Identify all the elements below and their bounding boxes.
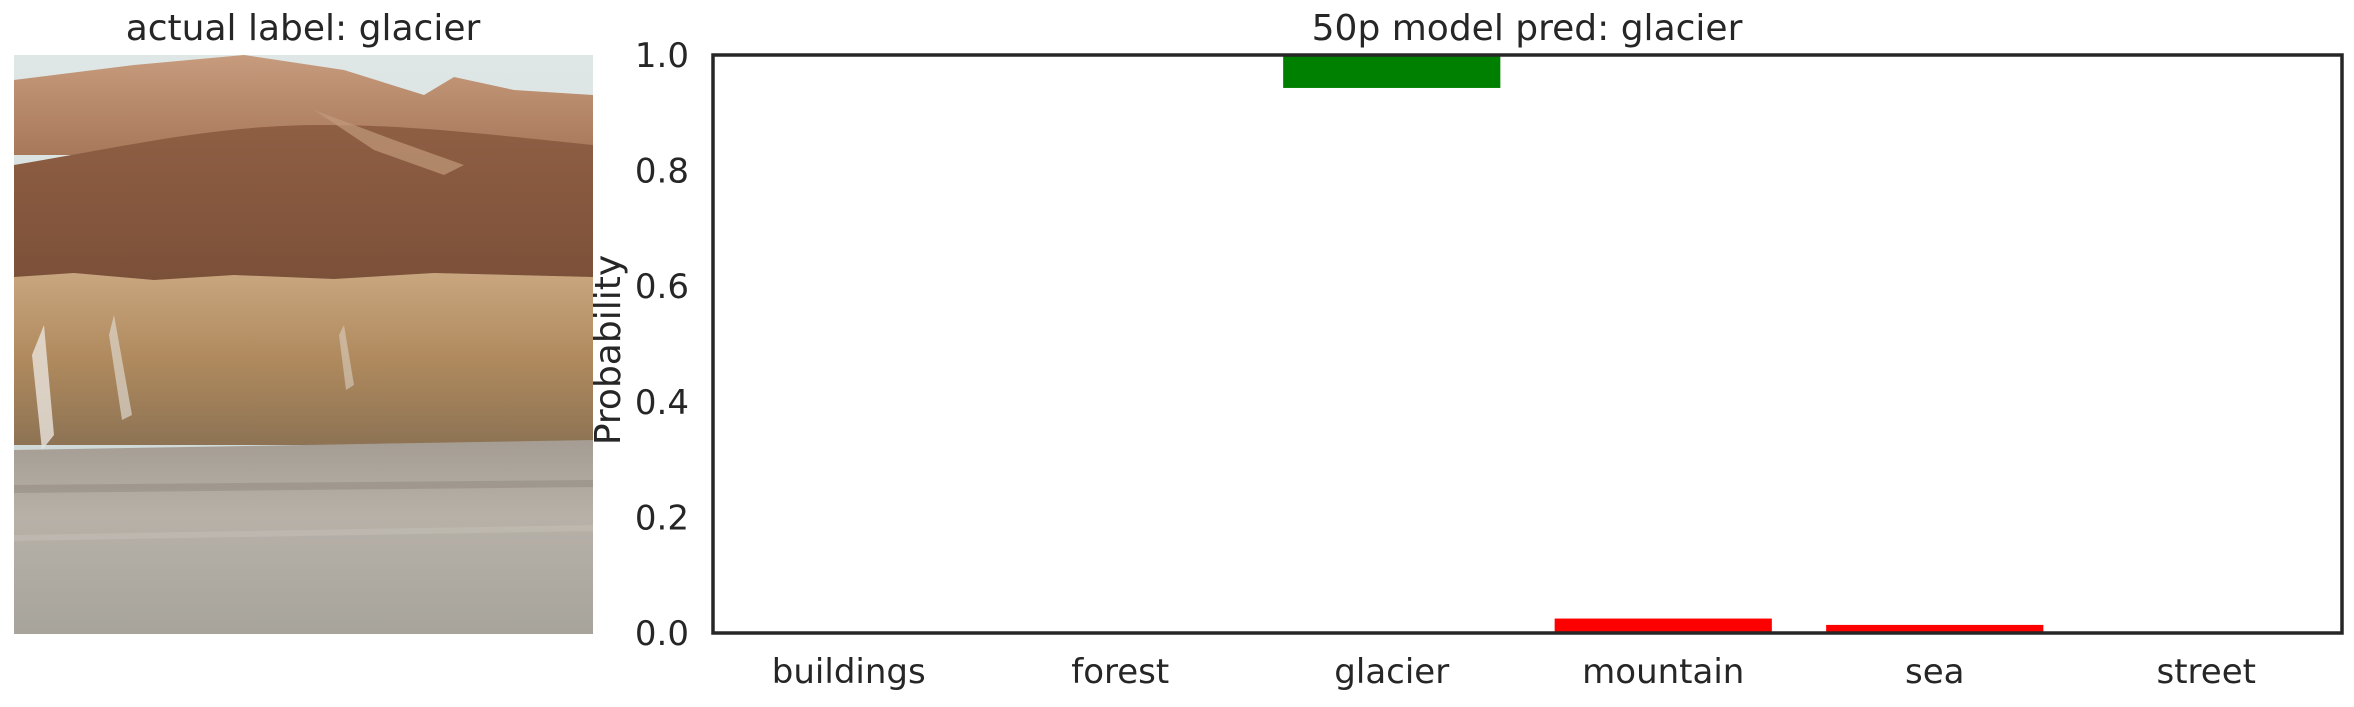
bar-mountain — [1554, 618, 1772, 633]
y-tick-label: 0.8 — [635, 152, 689, 192]
x-ticks: buildings forest glacier mountain sea street — [772, 652, 2256, 692]
plot-frame — [711, 53, 2344, 635]
sample-photo — [14, 55, 593, 634]
y-tick-label: 1.0 — [635, 36, 689, 76]
x-tick-label: glacier — [1334, 652, 1449, 692]
x-tick-label: buildings — [772, 652, 926, 692]
y-tick-label: 0.2 — [635, 498, 689, 538]
bars — [1283, 55, 2044, 633]
bar-sea — [1826, 624, 2044, 633]
x-tick-label: mountain — [1582, 652, 1744, 692]
chart-title: 50p model pred: glacier — [1311, 8, 1743, 49]
x-tick-label: street — [2157, 652, 2256, 692]
y-tick-label: 0.6 — [635, 267, 689, 307]
x-tick-label: forest — [1071, 652, 1169, 692]
image-title: actual label: glacier — [125, 8, 481, 49]
y-tick-label: 0.0 — [635, 614, 689, 654]
y-tick-label: 0.4 — [635, 383, 689, 423]
y-axis-label: Probability — [588, 255, 629, 445]
bar-glacier — [1283, 55, 1501, 88]
glacier-photo — [14, 55, 593, 634]
y-ticks: 0.0 0.2 0.4 0.6 0.8 1.0 — [635, 36, 689, 654]
x-tick-label: sea — [1905, 652, 1964, 692]
